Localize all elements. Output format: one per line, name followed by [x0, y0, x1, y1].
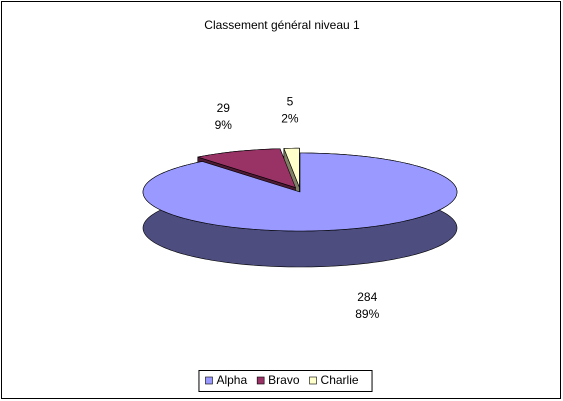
legend: Alpha Bravo Charlie	[198, 370, 373, 392]
legend-swatch	[309, 376, 317, 385]
data-label: 29	[217, 101, 231, 115]
data-label: 284	[357, 290, 377, 304]
pie-slice	[142, 152, 458, 232]
pie-slice	[283, 147, 300, 188]
legend-swatch	[205, 376, 213, 385]
data-label-percent: 89%	[355, 307, 379, 321]
data-label-percent: 2%	[281, 112, 299, 126]
pie-slice	[197, 148, 296, 188]
legend-label: Charlie	[321, 373, 359, 387]
chart-title: Classement général niveau 1	[204, 18, 360, 32]
data-label-percent: 9%	[215, 118, 233, 132]
legend-box	[198, 370, 373, 392]
legend-swatch	[256, 376, 265, 385]
legend-label: Alpha	[216, 373, 247, 387]
legend-label: Bravo	[268, 373, 300, 387]
data-label: 5	[287, 95, 294, 109]
